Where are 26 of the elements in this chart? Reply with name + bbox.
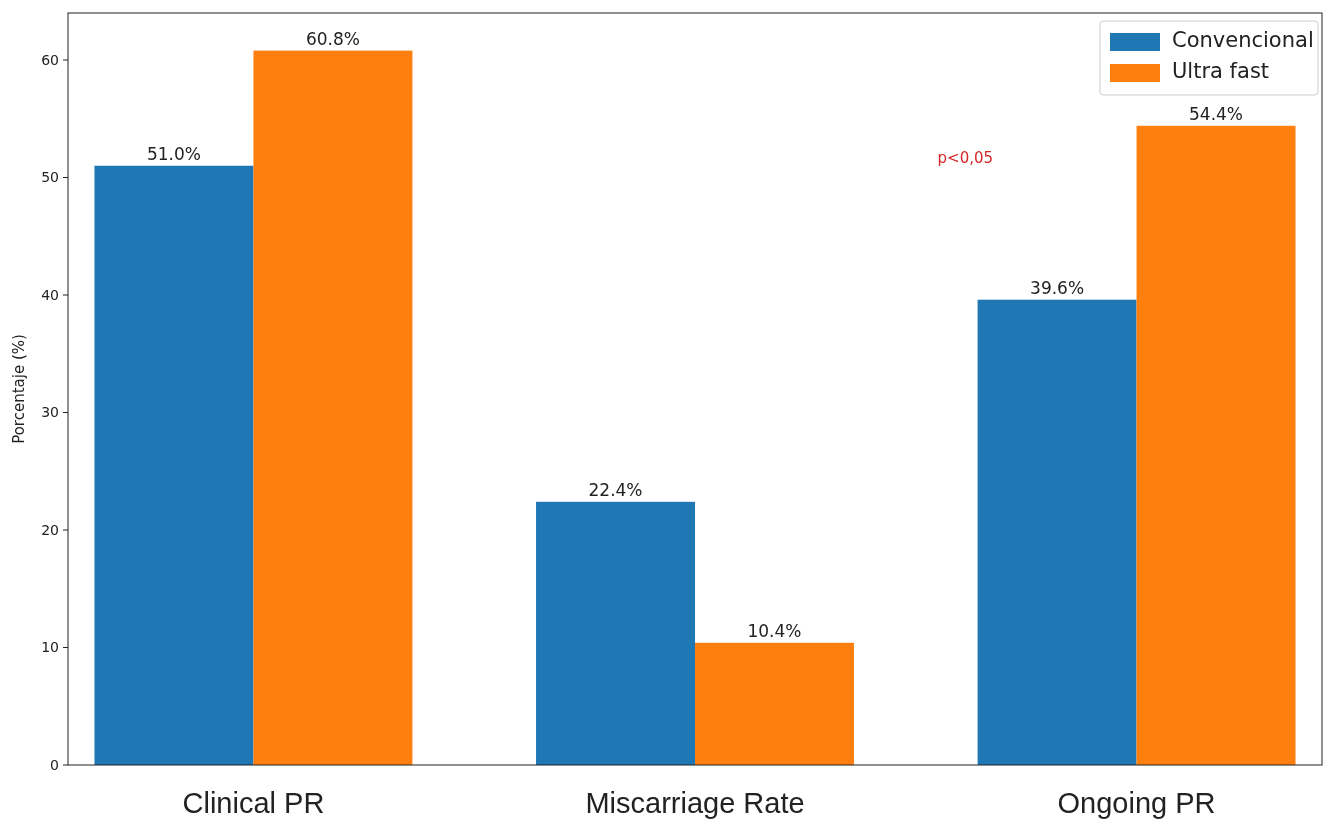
data-label: 54.4%: [1189, 103, 1244, 124]
data-label: 22.4%: [588, 479, 643, 500]
x-tick-label: Clinical PR: [182, 787, 325, 819]
data-label: 51.0%: [146, 143, 201, 164]
annotation: p<0,05: [937, 149, 994, 168]
bar: [695, 642, 854, 765]
y-tick-label: 10: [41, 639, 59, 656]
y-tick-label: 60: [41, 51, 59, 68]
y-tick-label: 0: [50, 756, 59, 773]
y-tick-label: 30: [41, 404, 59, 421]
data-label: 60.8%: [305, 28, 360, 49]
bar: [253, 50, 413, 765]
bar: [536, 501, 695, 765]
legend-label: Ultra fast: [1172, 59, 1270, 83]
legend-label: Convencional: [1172, 28, 1314, 52]
y-tick-label: 50: [41, 169, 59, 186]
bar: [977, 299, 1137, 765]
y-tick-label: 40: [41, 286, 59, 303]
x-tick-label: Ongoing PR: [1057, 787, 1216, 819]
bar: [94, 165, 254, 765]
y-axis-title: Porcentaje (%): [10, 334, 28, 444]
data-label: 10.4%: [747, 620, 802, 641]
y-tick-label: 20: [41, 521, 59, 538]
data-label: 39.6%: [1030, 277, 1085, 298]
x-tick-label: Miscarriage Rate: [585, 787, 805, 819]
bar: [1136, 125, 1296, 765]
